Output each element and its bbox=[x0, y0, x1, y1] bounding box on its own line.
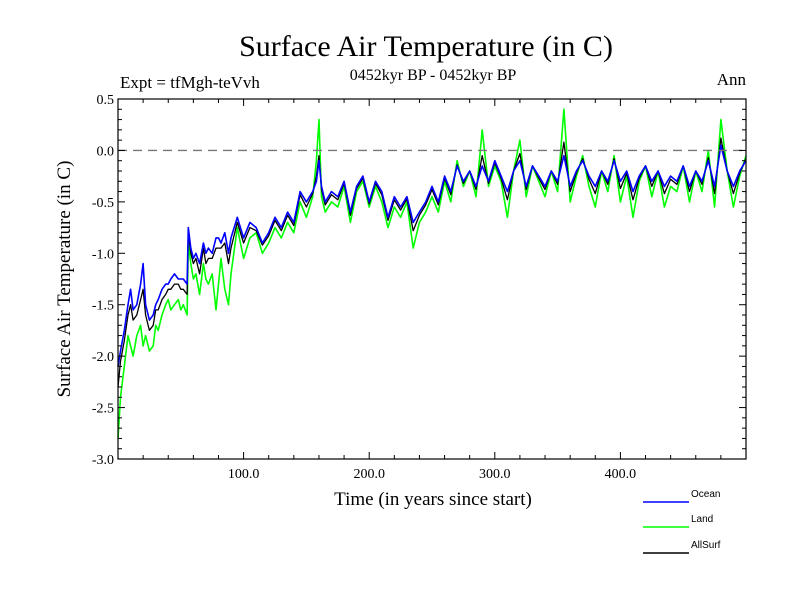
chart-subtitle: 0452kyr BP - 0452kyr BP bbox=[350, 67, 517, 84]
legend-label-land: Land bbox=[691, 514, 713, 525]
legend-label-allsurf: AllSurf bbox=[691, 540, 721, 551]
plot-area: 100.0 200.0 300.0 400.0 -3.0 -2.5 -2.0 -1.5 -1.0… bbox=[92, 93, 747, 482]
plot-frame bbox=[117, 98, 747, 460]
y-tick-label: -2.5 bbox=[92, 402, 114, 417]
season-label: Ann bbox=[717, 70, 747, 89]
x-tick-label: 200.0 bbox=[353, 467, 385, 482]
y-axis-label: Surface Air Temperature (in C) bbox=[54, 161, 75, 398]
y-tick-label: -2.0 bbox=[92, 350, 114, 365]
y-tick-label: 0.0 bbox=[97, 144, 115, 159]
x-tick-label: 300.0 bbox=[479, 467, 511, 482]
chart-title: Surface Air Temperature (in C) bbox=[239, 30, 613, 63]
y-tick-label: -0.5 bbox=[92, 196, 114, 211]
series-line-land bbox=[117, 108, 747, 439]
x-tick-label: 100.0 bbox=[228, 467, 260, 482]
y-tick-label: -1.5 bbox=[92, 299, 114, 314]
series-line-allsurf bbox=[117, 137, 747, 388]
y-tick-label: 0.5 bbox=[97, 93, 115, 108]
x-tick-label: 400.0 bbox=[605, 467, 637, 482]
experiment-label: Expt = tfMgh-teVvh bbox=[120, 73, 260, 92]
legend: Ocean Land AllSurf bbox=[643, 489, 721, 554]
x-axis-label: Time (in years since start) bbox=[334, 489, 532, 510]
series-line-ocean bbox=[117, 144, 747, 367]
y-tick-label: -1.0 bbox=[92, 247, 114, 262]
y-tick-label: -3.0 bbox=[92, 453, 114, 468]
legend-label-ocean: Ocean bbox=[691, 489, 720, 500]
